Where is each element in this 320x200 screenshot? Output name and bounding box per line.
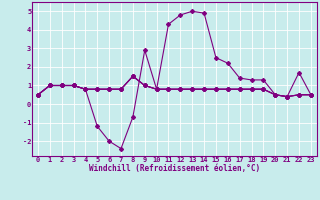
X-axis label: Windchill (Refroidissement éolien,°C): Windchill (Refroidissement éolien,°C) bbox=[89, 164, 260, 173]
